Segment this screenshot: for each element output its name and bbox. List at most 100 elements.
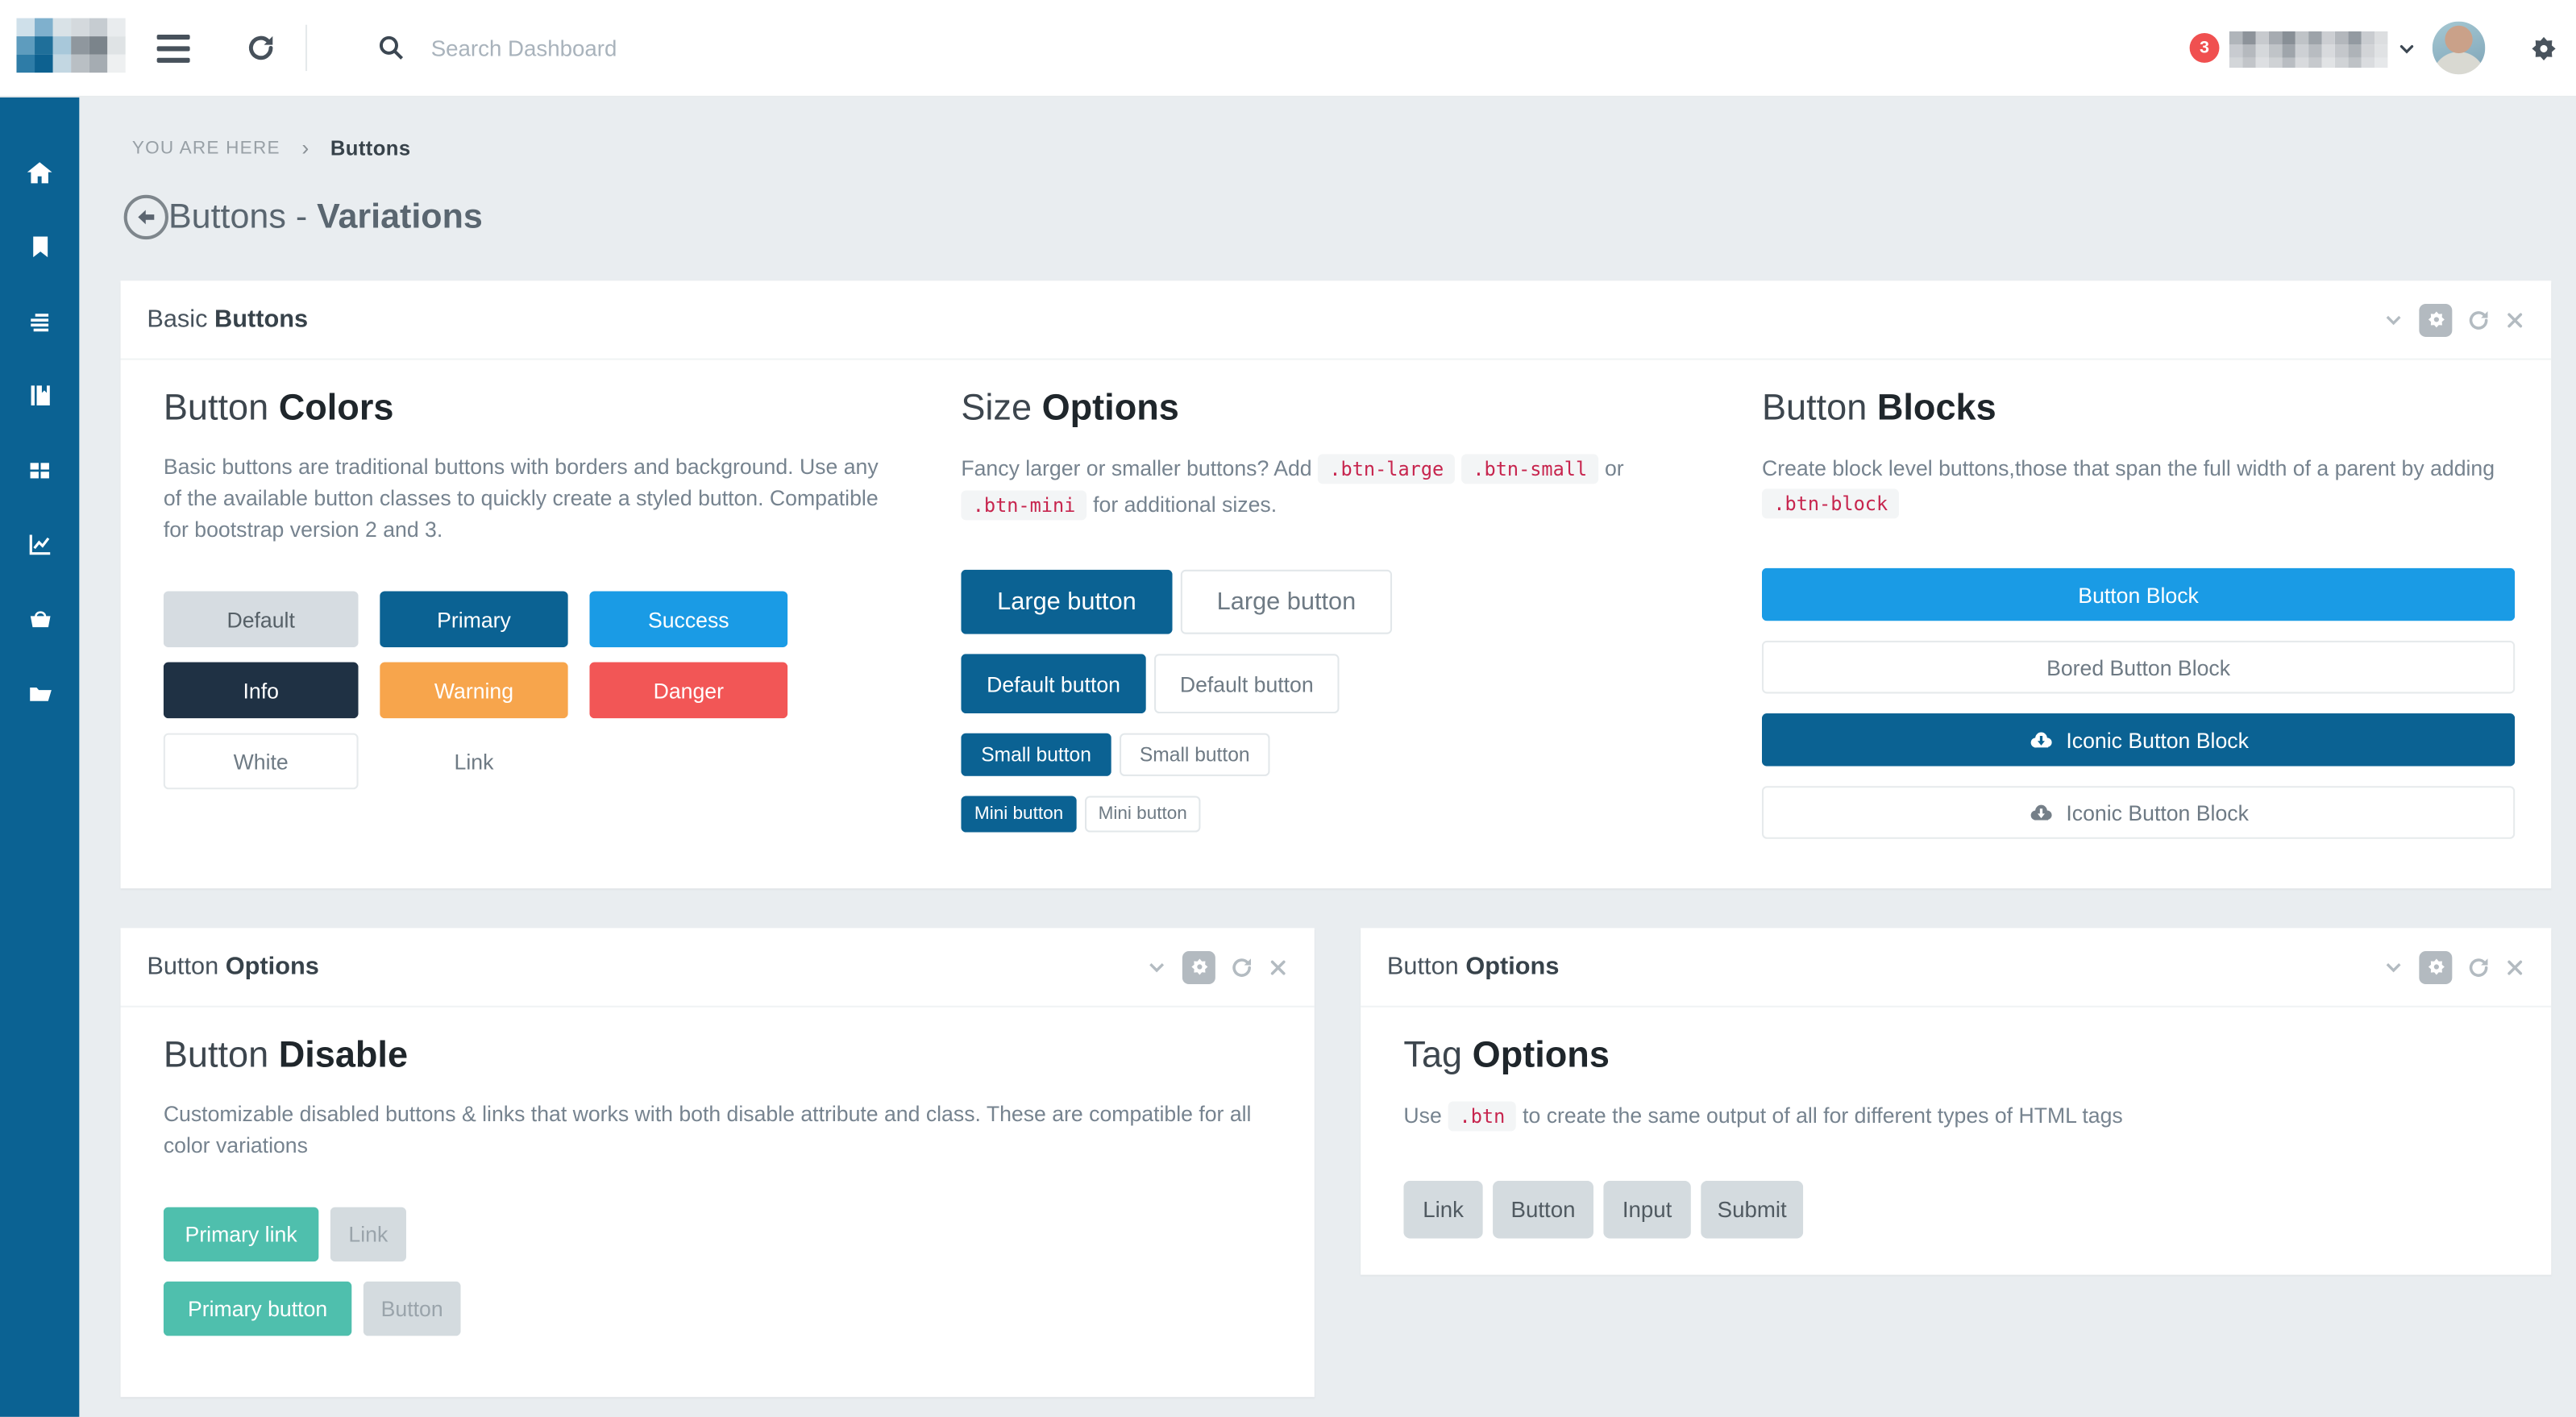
section-description: Basic buttons are traditional buttons wi… <box>163 454 879 542</box>
iconic-button-block-primary[interactable]: Iconic Button Block <box>1761 713 2516 767</box>
tag-submit-button[interactable]: Submit <box>1701 1180 1804 1239</box>
panel-refresh-icon[interactable] <box>1230 955 1253 979</box>
button-small-filled[interactable]: Small button <box>961 733 1111 776</box>
panel-title-light: Button <box>147 953 219 981</box>
button-mini-filled[interactable]: Mini button <box>961 796 1077 833</box>
cloud-download-icon <box>2031 804 2053 821</box>
section-button-blocks: Button Blocks Create block level buttons… <box>1761 360 2516 859</box>
section-heading: Button Blocks <box>1762 384 2515 430</box>
desc-text: Use <box>1403 1103 1442 1128</box>
arrow-left-icon <box>135 206 157 228</box>
button-large-outline[interactable]: Large button <box>1180 569 1393 634</box>
collapse-chevron-down-icon[interactable] <box>2383 309 2404 330</box>
home-icon <box>25 158 55 188</box>
sidebar-item-lists[interactable] <box>0 284 79 358</box>
menu-icon[interactable] <box>156 31 190 65</box>
section-heading: Size Options <box>961 384 1691 430</box>
button-large-filled[interactable]: Large button <box>961 569 1173 634</box>
panel-title: Basic Buttons <box>147 305 308 334</box>
heading-light: Size <box>961 386 1032 428</box>
tag-link-button[interactable]: Link <box>1403 1180 1483 1239</box>
panel-button-options-tag: Button Options Tag Options Use .btn <box>1361 928 2552 1275</box>
desc-text: for additional sizes. <box>1093 492 1278 517</box>
button-danger[interactable]: Danger <box>589 662 788 719</box>
breadcrumb-prefix: YOU ARE HERE <box>131 138 280 158</box>
panel-settings-gear-icon[interactable] <box>2419 302 2453 336</box>
panel-title: Button Options <box>1387 953 1560 981</box>
heading-bold: Disable <box>278 1033 409 1075</box>
heading-light: Button <box>163 386 269 428</box>
panel-refresh-icon[interactable] <box>2467 955 2491 979</box>
collapse-chevron-down-icon[interactable] <box>2383 956 2404 978</box>
panel-settings-gear-icon[interactable] <box>2419 950 2453 984</box>
page-title-light: Buttons - <box>168 197 308 235</box>
collapse-chevron-down-icon[interactable] <box>1146 956 1168 978</box>
section-heading: Tag Options <box>1403 1032 2508 1078</box>
breadcrumb-current[interactable]: Buttons <box>330 136 411 160</box>
heading-light: Tag <box>1403 1033 1463 1075</box>
grid-icon <box>25 456 55 483</box>
breadcrumb: YOU ARE HERE › Buttons <box>132 135 411 160</box>
button-default[interactable]: Default <box>163 591 359 648</box>
panel-title-bold: Options <box>225 953 319 981</box>
panel-header: Basic Buttons <box>120 280 2552 360</box>
panel-header: Button Options <box>1361 928 2552 1008</box>
panel-settings-gear-icon[interactable] <box>1182 950 1215 984</box>
heading-bold: Options <box>1472 1033 1610 1075</box>
panel-refresh-icon[interactable] <box>2467 308 2491 331</box>
button-warning[interactable]: Warning <box>380 662 568 719</box>
panel-title: Button Options <box>147 953 319 981</box>
sidebar-item-home[interactable] <box>0 135 79 210</box>
basket-icon <box>24 605 56 633</box>
sidebar-item-charts[interactable] <box>0 507 79 581</box>
sidebar-item-files[interactable] <box>0 655 79 729</box>
primary-link-button[interactable]: Primary link <box>163 1207 319 1262</box>
button-white[interactable]: White <box>163 733 359 790</box>
sidebar-item-shop[interactable] <box>0 581 79 655</box>
heading-light: Button <box>163 1033 269 1075</box>
primary-button[interactable]: Primary button <box>163 1281 352 1336</box>
button-primary[interactable]: Primary <box>380 591 568 648</box>
panel-close-icon[interactable] <box>2505 310 2525 330</box>
back-button[interactable] <box>123 194 168 240</box>
iconic-button-block-white[interactable]: Iconic Button Block <box>1761 786 2516 839</box>
sidebar-item-bookmarks[interactable] <box>0 210 79 284</box>
button-label: Iconic Button Block <box>2066 800 2249 825</box>
search-icon[interactable] <box>376 33 406 63</box>
sidebar-item-apps[interactable] <box>0 433 79 507</box>
button-mini-outline[interactable]: Mini button <box>1085 796 1201 833</box>
disabled-link-button: Link <box>330 1207 406 1262</box>
button-success[interactable]: Success <box>589 591 788 648</box>
page-title-bold: Variations <box>317 197 483 235</box>
tag-input-button[interactable]: Input <box>1603 1180 1691 1239</box>
chevron-down-icon[interactable] <box>2398 39 2416 57</box>
user-name-blurred[interactable] <box>2229 28 2388 68</box>
code-chip: .btn-mini <box>961 490 1087 521</box>
button-info[interactable]: Info <box>163 662 359 719</box>
button-link[interactable]: Link <box>454 749 494 774</box>
notification-badge[interactable]: 3 <box>2189 32 2220 63</box>
refresh-icon[interactable] <box>246 33 276 63</box>
button-block[interactable]: Button Block <box>1761 567 2516 621</box>
tag-button-button[interactable]: Button <box>1493 1180 1594 1239</box>
section-heading: Button Disable <box>164 1032 1272 1078</box>
search-input[interactable] <box>427 33 831 62</box>
heading-bold: Blocks <box>1876 386 1996 428</box>
gear-icon[interactable] <box>2528 32 2560 64</box>
avatar[interactable] <box>2432 21 2486 75</box>
app-logo[interactable] <box>16 35 35 54</box>
button-label: Iconic Button Block <box>2066 727 2249 753</box>
topbar-right: 3 <box>2189 21 2576 75</box>
section-description: Use .btn to create the same output of al… <box>1403 1098 2508 1134</box>
sidebar-item-pages[interactable] <box>0 359 79 433</box>
section-heading: Button Colors <box>164 384 890 430</box>
button-default-filled[interactable]: Default button <box>961 654 1146 714</box>
bored-button-block[interactable]: Bored Button Block <box>1761 640 2516 694</box>
panel-close-icon[interactable] <box>2505 957 2525 977</box>
button-small-outline[interactable]: Small button <box>1120 733 1270 776</box>
list-lines-icon <box>25 308 55 335</box>
code-chip: .btn <box>1448 1101 1517 1132</box>
panel-close-icon[interactable] <box>1268 957 1288 977</box>
button-default-outline[interactable]: Default button <box>1154 654 1340 714</box>
panel-title-light: Button <box>1386 953 1459 981</box>
